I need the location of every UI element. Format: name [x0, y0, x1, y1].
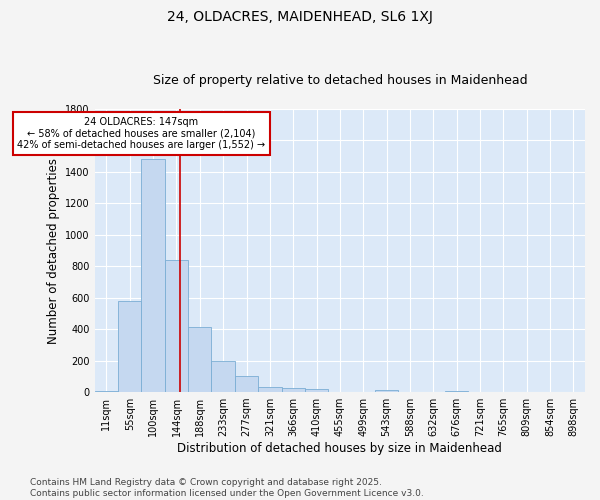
Bar: [258, 386, 281, 392]
Title: Size of property relative to detached houses in Maidenhead: Size of property relative to detached ho…: [152, 74, 527, 87]
Bar: [118, 301, 142, 392]
Bar: [165, 260, 188, 392]
X-axis label: Distribution of detached houses by size in Maidenhead: Distribution of detached houses by size …: [178, 442, 502, 455]
Bar: [188, 327, 211, 392]
Y-axis label: Number of detached properties: Number of detached properties: [47, 158, 60, 344]
Text: Contains HM Land Registry data © Crown copyright and database right 2025.
Contai: Contains HM Land Registry data © Crown c…: [30, 478, 424, 498]
Bar: [305, 389, 328, 392]
Bar: [445, 390, 468, 392]
Bar: [281, 388, 305, 392]
Bar: [211, 360, 235, 392]
Bar: [235, 376, 258, 392]
Bar: [375, 390, 398, 392]
Bar: [142, 160, 165, 392]
Bar: [95, 390, 118, 392]
Text: 24 OLDACRES: 147sqm
← 58% of detached houses are smaller (2,104)
42% of semi-det: 24 OLDACRES: 147sqm ← 58% of detached ho…: [17, 117, 266, 150]
Text: 24, OLDACRES, MAIDENHEAD, SL6 1XJ: 24, OLDACRES, MAIDENHEAD, SL6 1XJ: [167, 10, 433, 24]
